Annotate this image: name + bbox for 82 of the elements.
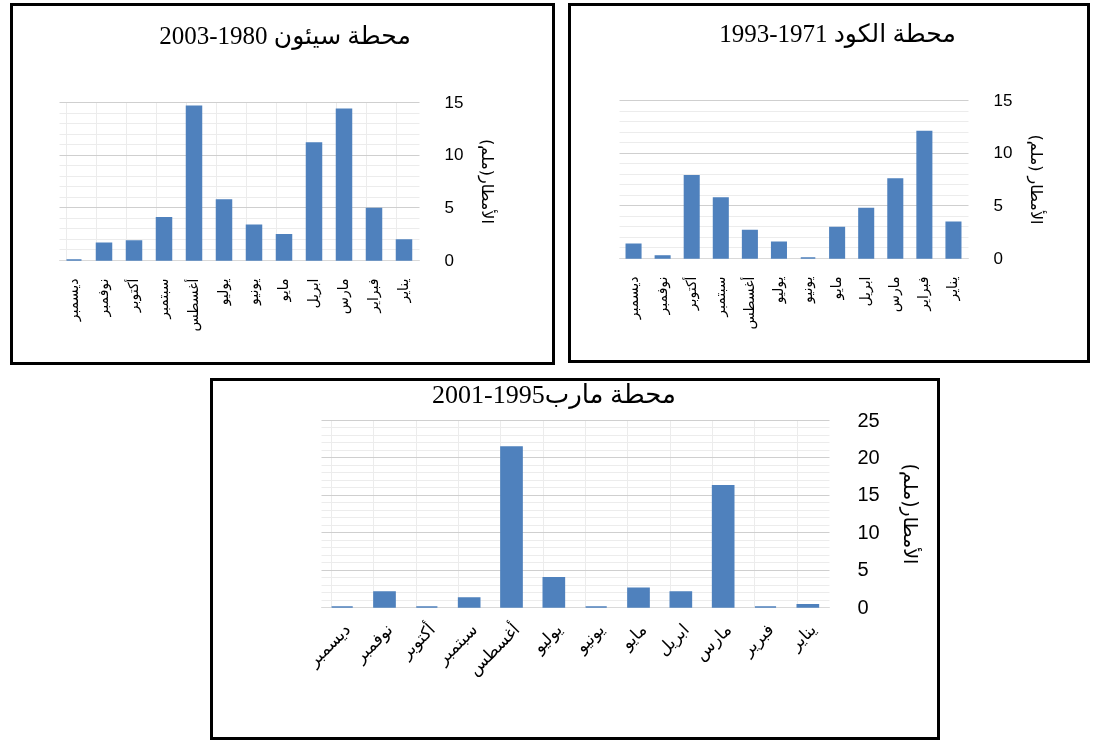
x-tick-label: مارس	[690, 619, 736, 665]
y-tick-label: 15	[993, 90, 1013, 110]
x-tick-label: ابريل	[857, 276, 875, 307]
bar	[215, 199, 233, 261]
y-tick-label: 0	[444, 250, 454, 270]
y-tick-label: 0	[993, 248, 1003, 268]
x-tick-label: فبراير	[915, 276, 933, 312]
x-tick-label: يوليو	[215, 278, 232, 307]
bar	[457, 597, 481, 608]
bar	[829, 226, 846, 259]
x-tick-label: أغسطس	[184, 278, 202, 332]
y-tick-label: 0	[857, 595, 869, 618]
x-tick-label: ديسمبر	[624, 276, 642, 321]
x-tick-label: أغسطس	[739, 276, 758, 330]
x-tick-label: ابريل	[652, 619, 693, 660]
bar	[335, 108, 353, 261]
x-tick-label: نوفمبر	[95, 278, 112, 318]
y-tick-label: 5	[857, 558, 869, 581]
bar	[796, 604, 820, 608]
x-tick-label: فبراير	[365, 278, 382, 314]
chart-title: محطة سيئون 1980-2003	[159, 22, 411, 50]
bar	[542, 577, 566, 608]
y-tick-label: 5	[444, 197, 454, 217]
y-tick-label: 15	[857, 483, 880, 506]
bar	[741, 229, 758, 259]
bar	[365, 207, 383, 261]
bar	[683, 175, 700, 259]
x-tick-label: ابريل	[305, 278, 322, 309]
bar	[373, 591, 396, 608]
x-tick-label: أكتوبر	[394, 618, 439, 664]
x-tick-label: مايو	[616, 619, 651, 654]
bar	[625, 243, 642, 259]
bar	[185, 105, 203, 261]
y-tick-label: 5	[993, 195, 1003, 215]
bar	[712, 197, 729, 259]
y-axis-title: الأمطار (ملم)	[1026, 134, 1048, 225]
y-tick-label: 15	[444, 92, 464, 112]
x-tick-label: مارس	[335, 278, 352, 315]
bar	[395, 239, 413, 261]
y-tick-label: 10	[857, 520, 880, 543]
bar	[275, 233, 293, 261]
x-tick-label: سبتمبر	[711, 276, 729, 318]
bar	[916, 130, 933, 259]
bar	[770, 241, 787, 259]
bar	[627, 587, 650, 608]
bar	[125, 240, 143, 261]
bar	[155, 217, 173, 261]
x-tick-label: فبرير	[736, 619, 778, 661]
x-tick-label: سبتمبر	[155, 278, 172, 320]
y-tick-label: 10	[993, 143, 1013, 163]
bar	[945, 221, 962, 259]
bar	[245, 224, 263, 261]
x-tick-label: يونيو	[799, 276, 817, 304]
y-axis-title: الأمطار(ملم)	[477, 139, 499, 224]
x-tick-label: ديسمبر	[65, 278, 82, 323]
x-tick-label: يناير	[784, 619, 821, 655]
x-tick-label: يونيو	[570, 619, 609, 657]
bar	[887, 178, 904, 259]
y-tick-label: 25	[857, 408, 880, 431]
x-tick-label: يونيو	[245, 278, 262, 306]
bar	[95, 242, 113, 261]
chart-title: محطة مارب1995-2001	[431, 380, 677, 409]
x-tick-label: نوفمبر	[653, 276, 671, 316]
x-tick-label: مايو	[275, 278, 292, 303]
bar	[711, 485, 735, 608]
bar	[858, 207, 875, 259]
x-tick-label: يوليو	[769, 276, 787, 305]
bar	[669, 591, 693, 608]
x-tick-label: يناير	[395, 278, 412, 304]
y-tick-label: 20	[857, 445, 880, 468]
x-tick-label: مايو	[828, 276, 846, 301]
bar	[654, 255, 671, 259]
y-axis-title: الأمطار(ملم)	[898, 463, 922, 565]
bar	[500, 446, 523, 608]
x-tick-label: يناير	[944, 276, 962, 302]
y-tick-label: 10	[444, 145, 464, 165]
chart-title: محطة الكود 1971-1993	[719, 20, 956, 48]
x-tick-label: مارس	[886, 276, 904, 313]
x-tick-label: أكتوبر	[124, 278, 142, 314]
bar	[305, 142, 323, 261]
x-tick-label: أكتوبر	[681, 276, 700, 312]
x-tick-label: يوليو	[527, 619, 567, 658]
